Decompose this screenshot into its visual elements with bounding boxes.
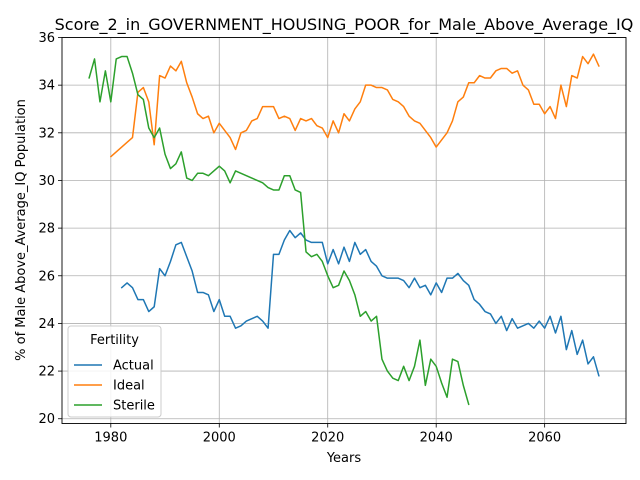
series-line-ideal	[110, 53, 600, 158]
y-axis-label: % of Male Above_Average_IQ Population	[14, 99, 29, 361]
plot-frame	[61, 37, 627, 424]
series-lines	[88, 53, 600, 406]
x-tick-label: 2040	[420, 431, 453, 446]
x-tick-label: 2060	[528, 431, 561, 446]
y-tick-label: 26	[38, 269, 55, 284]
y-tick-label: 32	[38, 126, 55, 141]
y-tick-label: 34	[38, 79, 55, 94]
x-tick-label: 2020	[311, 431, 344, 446]
x-axis-label: Years	[326, 451, 362, 466]
chart-title: Score_2_in_GOVERNMENT_HOUSING_POOR_for_M…	[55, 15, 634, 35]
legend-label-actual: Actual	[113, 359, 154, 374]
legend-label-sterile: Sterile	[113, 399, 155, 414]
legend-title: Fertility	[90, 333, 139, 348]
axis-ticks: 1980 2000 2020 2040 2060 20 22 24 26 28 30 32 34 36	[38, 31, 561, 446]
legend-box	[67, 325, 162, 418]
y-tick-label: 36	[38, 31, 55, 46]
series-line-actual	[120, 229, 600, 377]
y-tick-label: 22	[38, 365, 55, 380]
y-tick-label: 24	[38, 317, 55, 332]
x-tick-label: 2000	[203, 431, 236, 446]
y-tick-label: 20	[38, 412, 55, 427]
y-tick-label: 28	[38, 222, 55, 237]
legend: Fertility Actual Ideal Sterile	[67, 325, 162, 418]
x-tick-label: 1980	[94, 431, 127, 446]
legend-label-ideal: Ideal	[113, 379, 145, 394]
series-line-sterile	[88, 55, 470, 406]
y-tick-label: 30	[38, 174, 55, 189]
